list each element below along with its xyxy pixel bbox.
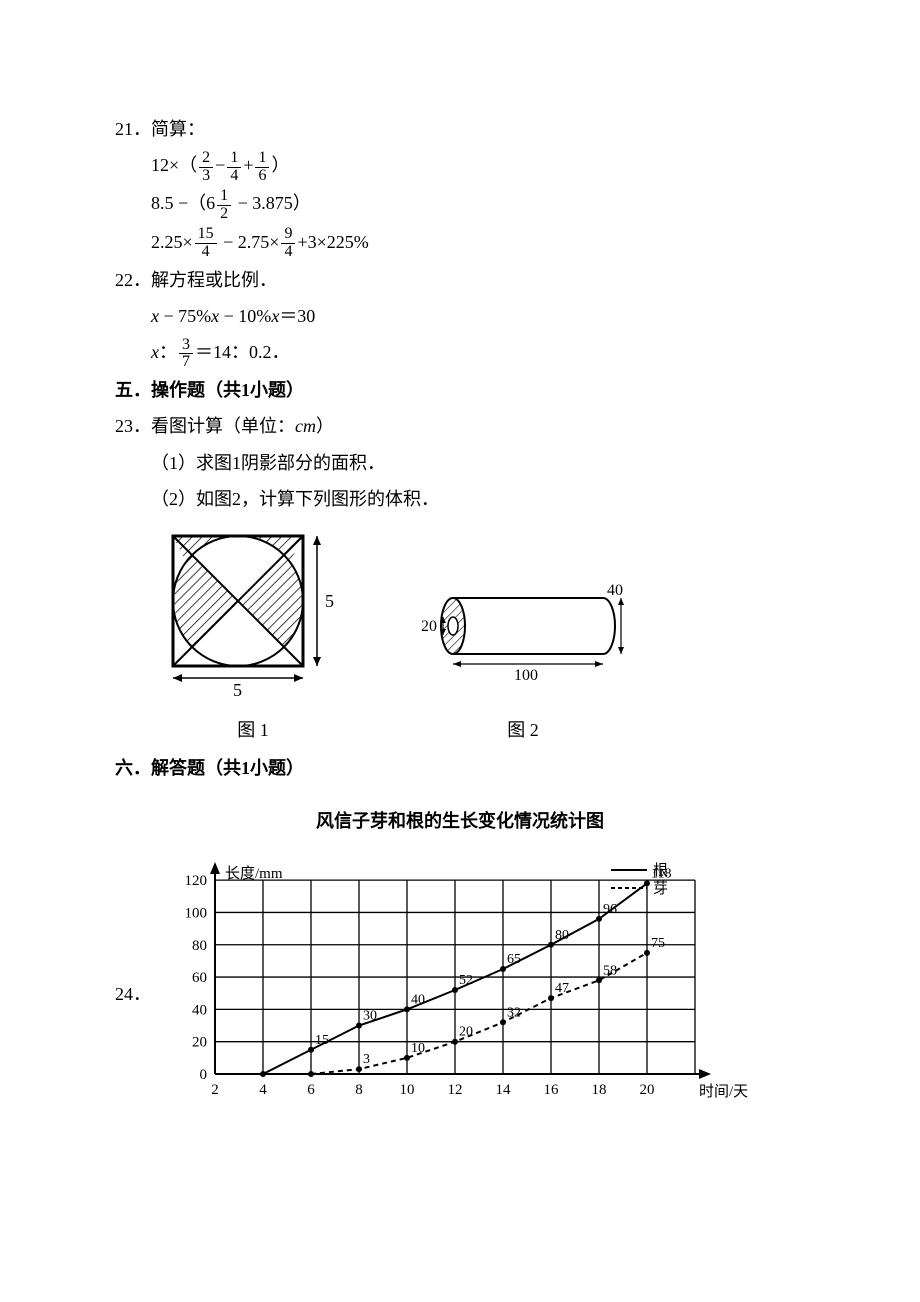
svg-text:40: 40 — [411, 992, 425, 1007]
svg-text:3: 3 — [363, 1052, 370, 1067]
q22-title: 解方程或比例． — [151, 270, 277, 290]
section-6-header: 六．解答题（共1小题） — [115, 751, 805, 785]
q21-header: 21．简算： — [115, 112, 805, 146]
text: − 2.75× — [219, 232, 280, 252]
figure-1-svg: 55 — [153, 526, 353, 696]
svg-text:96: 96 — [603, 902, 617, 917]
text: +3×225% — [297, 232, 368, 252]
svg-text:80: 80 — [555, 928, 569, 943]
q21-title: 简算： — [151, 119, 205, 139]
svg-text:58: 58 — [603, 963, 617, 978]
q22-number: 22． — [115, 270, 151, 290]
section-5-header: 五．操作题（共1小题） — [115, 373, 805, 407]
q21-line1: 12×（23−14+16） — [115, 148, 805, 184]
svg-text:65: 65 — [507, 952, 521, 967]
text: ： — [159, 342, 177, 362]
svg-text:8: 8 — [355, 1082, 363, 1098]
svg-text:14: 14 — [496, 1082, 512, 1098]
svg-text:75: 75 — [651, 936, 665, 951]
text: + — [243, 155, 253, 175]
svg-text:5: 5 — [325, 591, 334, 611]
text: ＝30 — [279, 306, 315, 326]
fraction: 23 — [199, 150, 213, 185]
text: 2.25× — [151, 232, 193, 252]
q23-p1: （1）求图1阴影部分的面积． — [115, 446, 805, 480]
q24-number: 24． — [115, 977, 155, 1011]
text: 8.5 −（6 — [151, 193, 215, 213]
fraction: 16 — [255, 150, 269, 185]
svg-text:10: 10 — [400, 1082, 415, 1098]
q24-wrap: 24． 0 20 40 60 80 100 120 2 4 6 8 10 12 14 16 18 20 长度/mm… — [115, 844, 805, 1144]
text: − 3.875） — [233, 193, 311, 213]
fraction: 14 — [227, 150, 241, 185]
figure-2-caption: 图 2 — [403, 713, 643, 747]
svg-text:20: 20 — [459, 1024, 473, 1039]
var-x: x — [151, 342, 159, 362]
text: − 10% — [219, 306, 271, 326]
q22-line2: x：37＝14：0.2． — [115, 335, 805, 371]
fraction: 154 — [195, 226, 217, 261]
text: ） — [271, 155, 289, 175]
svg-text:20: 20 — [640, 1082, 655, 1098]
svg-text:2: 2 — [211, 1082, 219, 1098]
figure-2: 20 40 100 图 2 — [403, 576, 643, 747]
q23-header: 23．看图计算（单位：cm） — [115, 409, 805, 443]
q21-number: 21． — [115, 119, 151, 139]
svg-text:30: 30 — [363, 1008, 377, 1023]
fraction: 94 — [281, 226, 295, 261]
text: − — [215, 155, 225, 175]
q22-header: 22．解方程或比例． — [115, 263, 805, 297]
figure-2-svg: 20 40 100 — [403, 576, 643, 696]
text: ＝14：0.2． — [195, 342, 290, 362]
svg-text:40: 40 — [192, 1002, 207, 1018]
svg-text:15: 15 — [315, 1033, 329, 1048]
svg-text:10: 10 — [411, 1041, 425, 1056]
svg-text:118: 118 — [651, 866, 671, 881]
svg-text:芽: 芽 — [653, 880, 668, 897]
fraction: 37 — [179, 337, 193, 372]
svg-text:6: 6 — [307, 1082, 315, 1098]
text: ） — [316, 416, 334, 436]
svg-text:时间/天: 时间/天 — [699, 1083, 748, 1100]
svg-text:52: 52 — [459, 973, 473, 988]
q23-title: 看图计算（单位： — [151, 416, 295, 436]
svg-text:0: 0 — [200, 1067, 208, 1083]
svg-text:20: 20 — [421, 618, 437, 635]
var-x: x — [151, 306, 159, 326]
q22-line1: x − 75%x − 10%x＝30 — [115, 299, 805, 333]
svg-text:100: 100 — [185, 905, 208, 921]
fraction: 12 — [217, 188, 231, 223]
q21-line3: 2.25×154 − 2.75×94+3×225% — [115, 225, 805, 261]
svg-text:100: 100 — [514, 667, 538, 684]
unit-cm: cm — [295, 416, 316, 436]
text: − 75% — [159, 306, 211, 326]
svg-text:12: 12 — [448, 1082, 463, 1098]
q23-figures: 55 图 1 2040100 图 2 — [153, 526, 805, 747]
svg-text:20: 20 — [192, 1034, 207, 1050]
q24-chart-svg: 0 20 40 60 80 100 120 2 4 6 8 10 12 14 16 18 20 长度/mm 时间/天… — [155, 844, 775, 1144]
svg-text:60: 60 — [192, 970, 207, 986]
svg-text:长度/mm: 长度/mm — [225, 865, 283, 882]
text: 12×（ — [151, 155, 197, 175]
svg-text:40: 40 — [607, 582, 623, 599]
q24-chart-title: 风信子芽和根的生长变化情况统计图 — [115, 804, 805, 838]
figure-1: 55 图 1 — [153, 526, 353, 747]
svg-text:80: 80 — [192, 938, 207, 954]
svg-text:120: 120 — [185, 873, 208, 889]
svg-text:4: 4 — [259, 1082, 267, 1098]
figure-1-caption: 图 1 — [153, 713, 353, 747]
svg-text:16: 16 — [544, 1082, 560, 1098]
q23-number: 23． — [115, 416, 151, 436]
svg-text:5: 5 — [233, 680, 242, 696]
svg-text:47: 47 — [555, 981, 569, 996]
svg-text:32: 32 — [507, 1005, 521, 1020]
q21-line2: 8.5 −（612 − 3.875） — [115, 186, 805, 222]
q23-p2: （2）如图2，计算下列图形的体积． — [115, 482, 805, 516]
var-x: x — [211, 306, 219, 326]
svg-text:18: 18 — [592, 1082, 607, 1098]
